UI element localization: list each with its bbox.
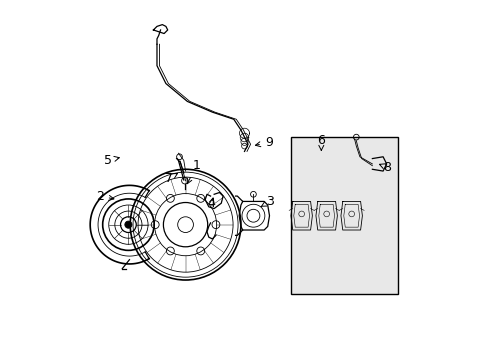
Text: 2: 2: [96, 190, 114, 203]
Text: 5: 5: [104, 154, 119, 167]
Text: 4: 4: [207, 197, 215, 210]
Text: 3: 3: [261, 195, 274, 208]
Text: 6: 6: [317, 134, 325, 150]
Text: 8: 8: [379, 161, 390, 174]
Text: 1: 1: [187, 159, 200, 184]
Bar: [290, 137, 397, 294]
Text: 9: 9: [255, 136, 272, 149]
Text: 7: 7: [165, 172, 177, 185]
Circle shape: [124, 221, 132, 228]
